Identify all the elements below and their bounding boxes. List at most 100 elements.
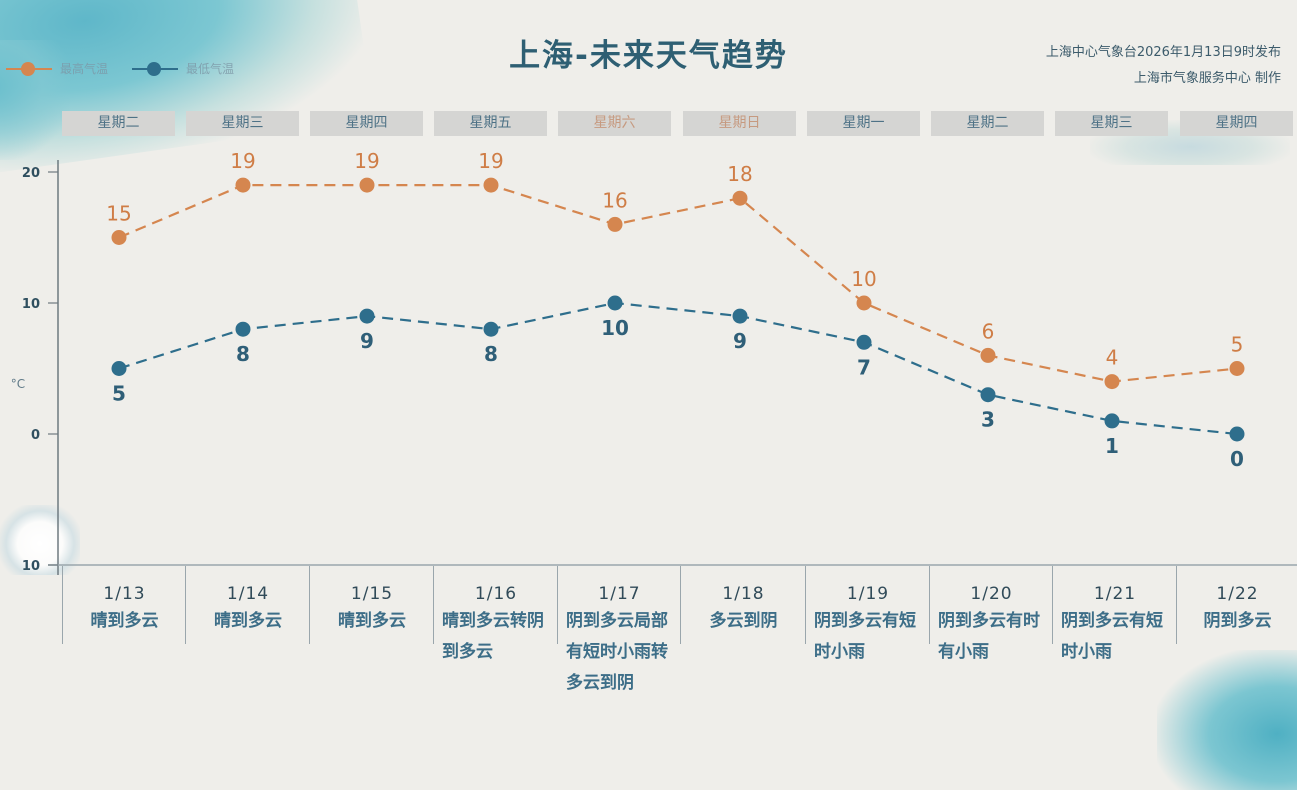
low-temp-point xyxy=(607,295,623,311)
low-temp-point xyxy=(732,308,748,324)
low-temp-value-label: 8 xyxy=(484,342,498,366)
day-date: 1/19 xyxy=(846,584,890,604)
day-forecast-cell: 1/20 阴到多云有时有小雨 xyxy=(929,566,1053,662)
day-date: 1/15 xyxy=(350,584,394,604)
day-forecast-cell: 1/17 阴到多云局部有短时小雨转多云到阴 xyxy=(557,566,681,693)
legend-swatch-high-icon xyxy=(6,61,52,76)
low-temp-point xyxy=(1229,426,1245,442)
low-temp-point xyxy=(1104,413,1120,429)
weekday-header-row: 星期二 星期三 星期四 星期五 星期六 星期日 星期一 星期二 星期三 星期四 xyxy=(0,111,1297,137)
y-tick-label: 10 xyxy=(22,559,40,574)
high-temp-point xyxy=(1104,374,1120,390)
high-temp-value-label: 6 xyxy=(982,319,995,343)
high-temp-value-label: 19 xyxy=(354,149,379,173)
low-temp-value-label: 9 xyxy=(733,329,747,353)
weekday-label: 星期一 xyxy=(807,111,920,136)
day-weather-description: 阴到多云局部有短时小雨转多云到阴 xyxy=(566,611,668,693)
high-temp-value-label: 10 xyxy=(851,267,876,291)
high-temp-value-label: 19 xyxy=(478,149,503,173)
day-forecast-cell: 1/22 阴到多云 xyxy=(1176,566,1297,644)
daily-forecast-table: 1/13 晴到多云 1/14 晴到多云 1/15 晴到多云 1/16 晴到多云转阴到多云 1/1… xyxy=(62,566,1297,693)
high-temp-point xyxy=(607,216,623,232)
high-temp-point xyxy=(235,177,251,193)
high-temp-point xyxy=(483,177,499,193)
day-weather-description: 阴到多云有短时小雨 xyxy=(1061,611,1163,662)
day-date: 1/17 xyxy=(598,584,641,604)
day-forecast-cell: 1/14 晴到多云 xyxy=(185,566,310,644)
day-forecast-cell: 1/13 晴到多云 xyxy=(62,566,186,644)
low-temp-point xyxy=(359,308,375,324)
day-weather-description: 多云到阴 xyxy=(709,611,778,631)
low-temp-value-label: 0 xyxy=(1230,447,1244,471)
low-temp-point xyxy=(111,361,127,376)
low-temp-value-label: 8 xyxy=(236,342,250,366)
legend-swatch-low-icon xyxy=(132,61,179,76)
low-temp-line xyxy=(118,301,1238,436)
day-date: 1/13 xyxy=(103,584,146,604)
high-temp-point xyxy=(980,347,996,363)
day-weather-description: 阴到多云有时有小雨 xyxy=(938,611,1040,662)
legend-item-high: 最高气温 xyxy=(6,60,108,77)
day-forecast-cell: 1/16 晴到多云转阴到多云 xyxy=(433,566,558,662)
high-temp-value-label: 15 xyxy=(106,202,131,226)
cloud-decoration-bottom-left xyxy=(0,505,80,575)
high-temp-point xyxy=(359,177,375,193)
day-date: 1/14 xyxy=(226,584,270,604)
day-weather-description: 晴到多云转阴到多云 xyxy=(442,611,544,662)
legend-label-low: 最低气温 xyxy=(186,62,235,76)
day-weather-description: 阴到多云 xyxy=(1203,611,1272,631)
high-temp-value-label: 5 xyxy=(1231,333,1244,357)
day-weather-description: 晴到多云 xyxy=(338,611,406,631)
publisher-info: 上海中心气象台2026年1月13日9时发布 上海市气象服务中心 制作 xyxy=(1046,40,1281,92)
chart-legend: 最高气温 最低气温 xyxy=(6,60,234,77)
high-temp-value-label: 16 xyxy=(602,188,627,212)
low-temp-value-label: 10 xyxy=(601,316,629,340)
low-temp-point xyxy=(483,321,499,337)
low-temp-value-label: 5 xyxy=(112,382,126,406)
day-date: 1/20 xyxy=(970,584,1013,604)
weekday-label: 星期二 xyxy=(931,111,1044,136)
low-temp-value-label: 9 xyxy=(360,329,374,353)
day-date: 1/21 xyxy=(1093,584,1137,604)
publisher-line-1: 上海中心气象台2026年1月13日9时发布 xyxy=(1045,45,1281,60)
watercolor-decoration-left xyxy=(0,40,70,160)
weekday-label: 星期四 xyxy=(1180,111,1293,136)
low-temp-value-label: 3 xyxy=(981,408,995,432)
low-temp-value-label: 1 xyxy=(1105,434,1119,458)
y-tick-label: 20 xyxy=(22,166,40,181)
low-temp-point xyxy=(856,334,872,350)
day-date: 1/18 xyxy=(722,584,765,604)
high-temp-point xyxy=(111,230,127,245)
day-forecast-cell: 1/19 阴到多云有短时小雨 xyxy=(805,566,930,662)
weekday-label: 星期日 xyxy=(683,111,796,136)
weekday-label: 星期三 xyxy=(186,111,299,136)
day-forecast-cell: 1/15 晴到多云 xyxy=(309,566,434,644)
weekday-label: 星期三 xyxy=(1055,111,1168,136)
chart-title: 上海-未来天气趋势 xyxy=(509,38,788,74)
weekday-label: 星期二 xyxy=(62,111,175,136)
high-temp-point xyxy=(1229,361,1245,376)
high-temp-value-label: 4 xyxy=(1106,346,1119,370)
high-temp-line xyxy=(118,184,1238,383)
y-tick-label: 10 xyxy=(22,297,40,312)
y-axis-unit-label: °C xyxy=(11,377,25,391)
y-tick-label: 0 xyxy=(31,428,40,443)
publisher-line-2: 上海市气象服务中心 制作 xyxy=(1133,71,1281,86)
day-weather-description: 晴到多云 xyxy=(90,611,159,631)
day-date: 1/22 xyxy=(1216,584,1259,604)
day-date: 1/16 xyxy=(474,584,518,604)
day-weather-description: 阴到多云有短时小雨 xyxy=(814,611,916,662)
day-forecast-cell: 1/21 阴到多云有短时小雨 xyxy=(1052,566,1177,662)
legend-item-low: 最低气温 xyxy=(132,60,234,77)
high-temp-point xyxy=(732,190,748,206)
legend-label-high: 最高气温 xyxy=(60,62,109,76)
low-temp-point xyxy=(235,321,251,337)
high-temp-value-label: 19 xyxy=(230,149,255,173)
weekday-label: 星期六 xyxy=(558,111,671,136)
low-temp-value-label: 7 xyxy=(857,355,871,379)
high-temp-value-label: 18 xyxy=(727,162,752,186)
day-forecast-cell: 1/18 多云到阴 xyxy=(680,566,806,644)
day-weather-description: 晴到多云 xyxy=(214,611,282,631)
weekday-label: 星期五 xyxy=(434,111,547,136)
